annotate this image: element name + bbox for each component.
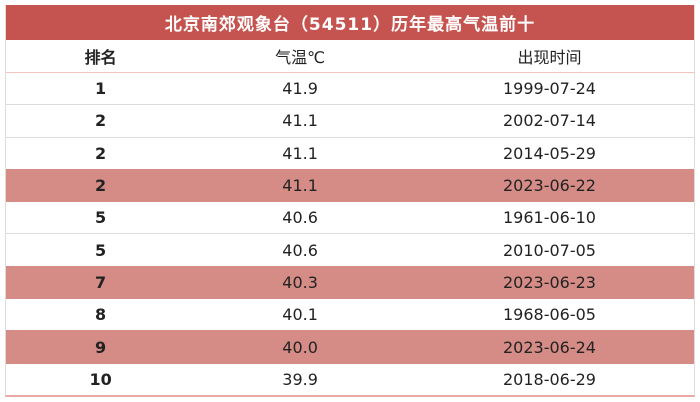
table-title: 北京南郊观象台（54511）历年最高气温前十: [6, 5, 694, 40]
table-row: 5 40.6 1961-06-10: [6, 201, 694, 234]
temperature-cell: 39.9: [282, 369, 318, 389]
date-cell: 2018-06-29: [503, 369, 596, 389]
rank-cell: 10: [89, 369, 112, 389]
date-cell: 1961-06-10: [503, 208, 596, 228]
table-row: 7 40.3 2023-06-23: [6, 265, 694, 299]
date-cell: 2023-06-23: [503, 272, 596, 292]
table-row: 2 41.1 2002-07-14: [6, 104, 694, 137]
rank-cell: 2: [95, 176, 107, 196]
date-cell: 2014-05-29: [503, 143, 596, 163]
date-cell: 2023-06-22: [503, 176, 596, 196]
column-header-date: 出现时间: [517, 48, 582, 67]
rank-cell: 8: [95, 305, 107, 325]
temperature-cell: 41.1: [282, 111, 318, 131]
temperature-cell: 41.1: [282, 143, 318, 163]
temperature-cell: 40.3: [282, 272, 318, 292]
temperature-ranking-table: 北京南郊观象台（54511）历年最高气温前十 排名 气温℃ 出现时间 1 41.…: [5, 5, 695, 397]
temperature-cell: 40.0: [282, 337, 318, 357]
temperature-cell: 40.1: [282, 305, 318, 325]
table-row: 1 41.9 1999-07-24: [6, 73, 694, 105]
rank-cell: 1: [95, 79, 107, 99]
table-row: 2 41.1 2023-06-22: [6, 168, 694, 202]
rank-cell: 5: [95, 208, 107, 228]
rank-cell: 7: [95, 272, 107, 292]
temperature-cell: 40.6: [282, 240, 318, 260]
table-header-row: 排名 气温℃ 出现时间: [6, 40, 694, 73]
table-row: 9 40.0 2023-06-24: [6, 330, 694, 363]
date-cell: 1999-07-24: [503, 79, 596, 99]
rank-cell: 2: [95, 111, 107, 131]
table-row: 10 39.9 2018-06-29: [6, 362, 694, 395]
table-row: 8 40.1 1968-06-05: [6, 298, 694, 331]
table-row: 5 40.6 2010-07-05: [6, 233, 694, 266]
rank-cell: 2: [95, 143, 107, 163]
table-body: 1 41.9 1999-07-24 2 41.1 2002-07-14 2 41…: [6, 73, 694, 395]
column-header-rank: 排名: [84, 48, 117, 67]
temperature-cell: 41.9: [282, 79, 318, 99]
date-cell: 2010-07-05: [503, 240, 596, 260]
rank-cell: 9: [95, 337, 107, 357]
rank-cell: 5: [95, 240, 107, 260]
date-cell: 2002-07-14: [503, 111, 596, 131]
date-cell: 1968-06-05: [503, 305, 596, 325]
table-row: 2 41.1 2014-05-29: [6, 136, 694, 169]
temperature-cell: 40.6: [282, 208, 318, 228]
date-cell: 2023-06-24: [503, 337, 596, 357]
temperature-cell: 41.1: [282, 176, 318, 196]
column-header-temperature: 气温℃: [275, 48, 326, 67]
